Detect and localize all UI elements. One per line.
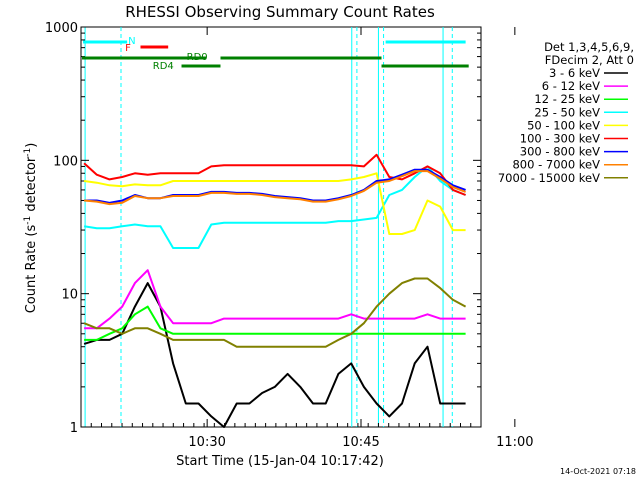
y-tick-label-2: 100 (53, 154, 78, 169)
chart-title: RHESSI Observing Summary Count Rates (125, 3, 435, 21)
legend: Det 1,3,4,5,6,9, FDecim 2, Att 0 3 - 6 k… (498, 40, 634, 185)
annotation-layer: NF RD0 RD4 (82, 36, 469, 72)
series-line-7 (84, 170, 466, 206)
y-axis-ticks: 1 10 100 1000 (45, 21, 481, 436)
rd0-annotation: RD0 (187, 52, 208, 63)
x-tick-label-2: 11:00 (496, 435, 533, 450)
x-tick-label-1: 10:45 (342, 435, 379, 450)
footer-timestamp: 14-Oct-2021 07:18 (560, 467, 636, 476)
night-annotation: N (128, 36, 135, 47)
legend-label-1: 6 - 12 keV (542, 79, 600, 93)
legend-label-8: 7000 - 15000 keV (498, 171, 600, 185)
y-tick-label-1: 10 (61, 288, 78, 303)
y-axis-label-end: ) (24, 143, 39, 148)
y-axis-label: Count Rate (s-1 detector-1) (23, 143, 39, 314)
plot-border (80, 26, 482, 428)
series-line-2 (84, 305, 466, 341)
series-line-8 (83, 277, 467, 348)
legend-header-line1: Det 1,3,4,5,6,9, (544, 40, 634, 54)
x-tick-label-0: 10:30 (188, 435, 225, 450)
legend-label-7: 800 - 7000 keV (512, 158, 600, 172)
x-axis-label: Start Time (15-Jan-04 10:17:42) (176, 454, 384, 469)
plot-frame (80, 26, 482, 428)
legend-label-6: 300 - 800 keV (520, 145, 600, 159)
legend-label-4: 50 - 100 keV (527, 118, 600, 132)
series-line-1 (84, 269, 466, 330)
y-axis-label-main: Count Rate (s (24, 225, 39, 314)
y-tick-label-0: 1 (70, 421, 78, 436)
series-line-0 (83, 282, 466, 428)
y-tick-label-3: 1000 (45, 21, 78, 36)
legend-label-2: 12 - 25 keV (534, 92, 600, 106)
y-axis-label-mid: detector (24, 156, 39, 216)
series-line-4 (83, 172, 466, 235)
series-line-5 (83, 153, 466, 196)
y-axis-label-exp1: -1 (23, 216, 33, 225)
series-layer (83, 153, 467, 428)
legend-label-5: 100 - 300 keV (520, 132, 600, 146)
legend-label-3: 25 - 50 keV (534, 105, 600, 119)
flare-annotation: F (125, 43, 131, 54)
series-line-3 (83, 165, 466, 249)
y-axis-label-exp2: -1 (23, 148, 33, 157)
legend-label-0: 3 - 6 keV (549, 66, 600, 80)
legend-header-line2: FDecim 2, Att 0 (545, 53, 634, 67)
rd4-annotation: RD4 (153, 61, 174, 72)
